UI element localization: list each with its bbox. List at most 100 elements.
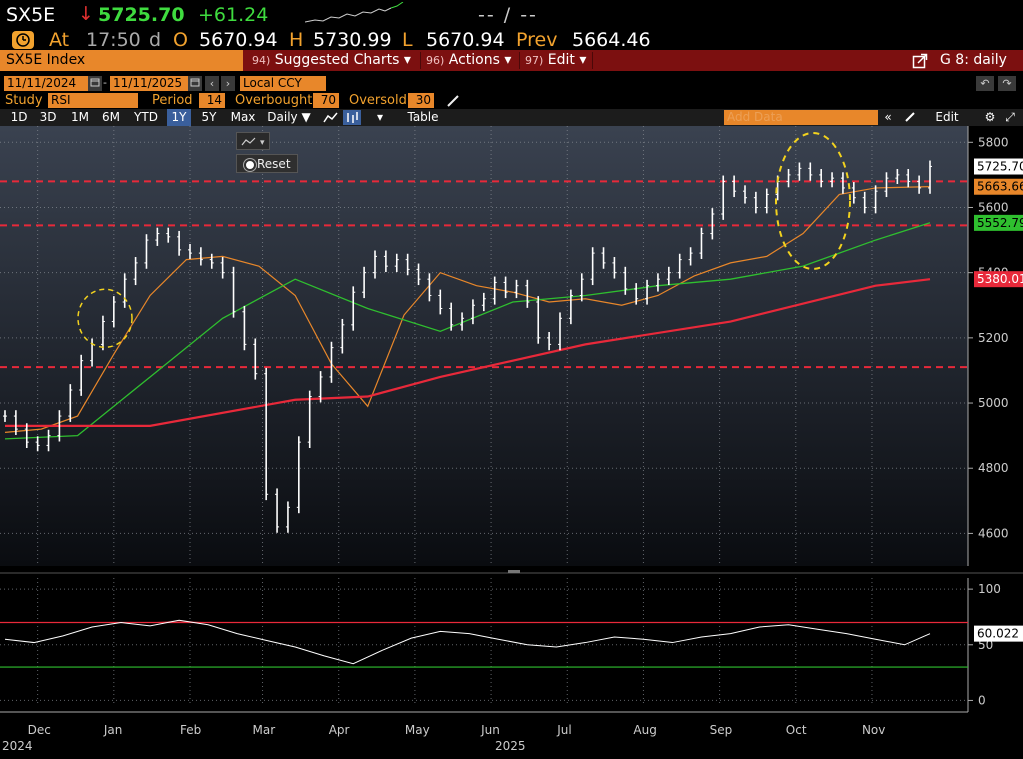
rsi-panel-bg: [0, 574, 968, 726]
x-year-label: 2024: [2, 739, 33, 753]
last-price: 5725.70: [98, 4, 185, 26]
range-button[interactable]: 1D: [10, 110, 28, 124]
x-tick-label: Sep: [710, 723, 733, 737]
x-tick-label: Feb: [180, 723, 201, 737]
at-label: At: [49, 29, 70, 51]
last-value-label: 5552.79: [977, 216, 1023, 230]
y-tick-label: 4600: [978, 526, 1009, 540]
sparkline-icon: [305, 2, 404, 23]
price-chart: Dec Jan Feb Mar Apr May Jun Jul Aug Sep Oct Nov 2024…: [0, 126, 1023, 753]
overbought-input[interactable]: 70: [313, 93, 339, 108]
rsi-last-tag: [974, 625, 1023, 642]
range-button[interactable]: 1M: [71, 110, 89, 124]
market-status-icon: [12, 31, 34, 49]
chevron-down-icon: ▾: [403, 52, 411, 68]
last-value-tag: [974, 271, 1023, 288]
chart-grid-label: G 8: daily: [940, 52, 1007, 68]
bid-ask-placeholder: -- / --: [478, 4, 538, 26]
y-tick-label: 4800: [978, 461, 1009, 475]
last-value-tag: [974, 214, 1023, 231]
x-tick-label: Apr: [329, 723, 350, 737]
collapse-icon[interactable]: «: [884, 110, 892, 124]
range-button[interactable]: YTD: [134, 110, 158, 124]
quote-time: 17:50: [86, 29, 141, 51]
edit-number: 97): [525, 54, 544, 67]
calendar-icon[interactable]: [188, 76, 202, 91]
net-change: +61.24: [198, 4, 269, 26]
open-label: O: [173, 29, 188, 51]
undo-icon[interactable]: ↶: [976, 76, 994, 91]
prev-value: 5664.46: [572, 29, 651, 51]
x-tick-label: Jun: [480, 723, 500, 737]
edit-chart-button[interactable]: Edit Chart: [931, 110, 964, 141]
menu-divider: [519, 52, 520, 69]
add-data-input[interactable]: Add Data: [724, 110, 878, 125]
range-button[interactable]: Max: [230, 110, 256, 124]
chevron-right-icon[interactable]: ›: [221, 76, 235, 91]
chart-area[interactable]: Dec Jan Feb Mar Apr May Jun Jul Aug Sep Oct Nov 2024…: [0, 126, 1023, 755]
range-button-active[interactable]: 1Y: [167, 109, 191, 126]
chevron-left-icon[interactable]: ‹: [205, 76, 219, 91]
rsi-y-tick-label: 100: [978, 582, 1001, 596]
range-button[interactable]: 3D: [39, 110, 57, 124]
security-input[interactable]: SX5E Index: [0, 50, 243, 71]
suggested-charts-menu[interactable]: 94) Suggested Charts ▾: [252, 50, 411, 71]
range-button[interactable]: 6M: [102, 110, 120, 124]
chevron-down-icon[interactable]: ▾: [376, 110, 384, 124]
settings-icon[interactable]: ⚙: [984, 110, 996, 124]
x-tick-label: May: [405, 723, 430, 737]
y-tick-label: 5000: [978, 396, 1009, 410]
quote-line-1: SX5E ↓ 5725.70 +61.24 -- / --: [0, 0, 1023, 28]
oversold-label: Oversold: [349, 93, 407, 108]
overbought-fill: [5, 620, 930, 623]
rsi-last-label: 60.022: [977, 627, 1019, 641]
study-select[interactable]: RSI: [48, 93, 138, 108]
last-value-label: 5663.66: [977, 180, 1023, 194]
chevron-down-icon: ▾: [579, 52, 587, 68]
currency-select[interactable]: Local CCY: [240, 76, 326, 91]
last-value-tag: [974, 178, 1023, 195]
frequency-select[interactable]: Daily ▼: [267, 110, 311, 124]
expand-icon[interactable]: ⤢: [1005, 110, 1015, 124]
period-label: Period: [152, 93, 193, 108]
pencil-icon: [905, 112, 915, 122]
down-arrow-icon: ↓: [78, 3, 94, 25]
d-label: d: [149, 29, 162, 51]
reset-label: Reset: [257, 157, 291, 171]
reset-radio-icon: [244, 159, 256, 171]
quote-line-2: At 17:50 d O 5670.94 H 5730.99 L 5670.94…: [0, 28, 1023, 51]
suggested-charts-label: Suggested Charts: [274, 52, 400, 68]
low-label: L: [402, 29, 413, 51]
last-value-label: 5725.70: [977, 160, 1023, 174]
actions-label: Actions: [448, 52, 500, 68]
redo-icon[interactable]: ↷: [998, 76, 1016, 91]
actions-number: 96): [426, 54, 445, 67]
edit-menu[interactable]: 97) Edit ▾: [525, 50, 586, 71]
ma-line-ma_mid: [4, 222, 931, 440]
popout-icon[interactable]: [912, 53, 928, 69]
rsi-line: [4, 619, 931, 665]
table-button[interactable]: Table: [407, 110, 439, 124]
chart-type-button[interactable]: ▾: [236, 132, 270, 150]
main-panel-bg: [0, 126, 968, 566]
range-button[interactable]: 5Y: [201, 110, 217, 124]
x-tick-label: Oct: [786, 723, 807, 737]
line-chart-icon[interactable]: [322, 110, 340, 125]
calendar-icon[interactable]: [88, 76, 102, 91]
x-year-label: 2025: [495, 739, 526, 753]
pencil-icon[interactable]: [446, 94, 460, 108]
last-value-tag: [974, 158, 1023, 175]
open-value: 5670.94: [199, 29, 278, 51]
edit-label: Edit: [547, 52, 575, 68]
y-tick-label: 5800: [978, 135, 1009, 149]
panel-resize-handle: [508, 570, 520, 573]
menu-divider: [592, 52, 593, 69]
actions-menu[interactable]: 96) Actions ▾: [426, 50, 511, 71]
bar-chart-icon[interactable]: [343, 110, 361, 125]
x-tick-label: Jul: [556, 723, 571, 737]
oversold-input[interactable]: 30: [408, 93, 434, 108]
prev-label: Prev: [516, 29, 558, 51]
end-date-field[interactable]: 11/11/2025: [110, 76, 192, 91]
start-date-field[interactable]: 11/11/2024: [4, 76, 90, 91]
period-input[interactable]: 14: [199, 93, 225, 108]
